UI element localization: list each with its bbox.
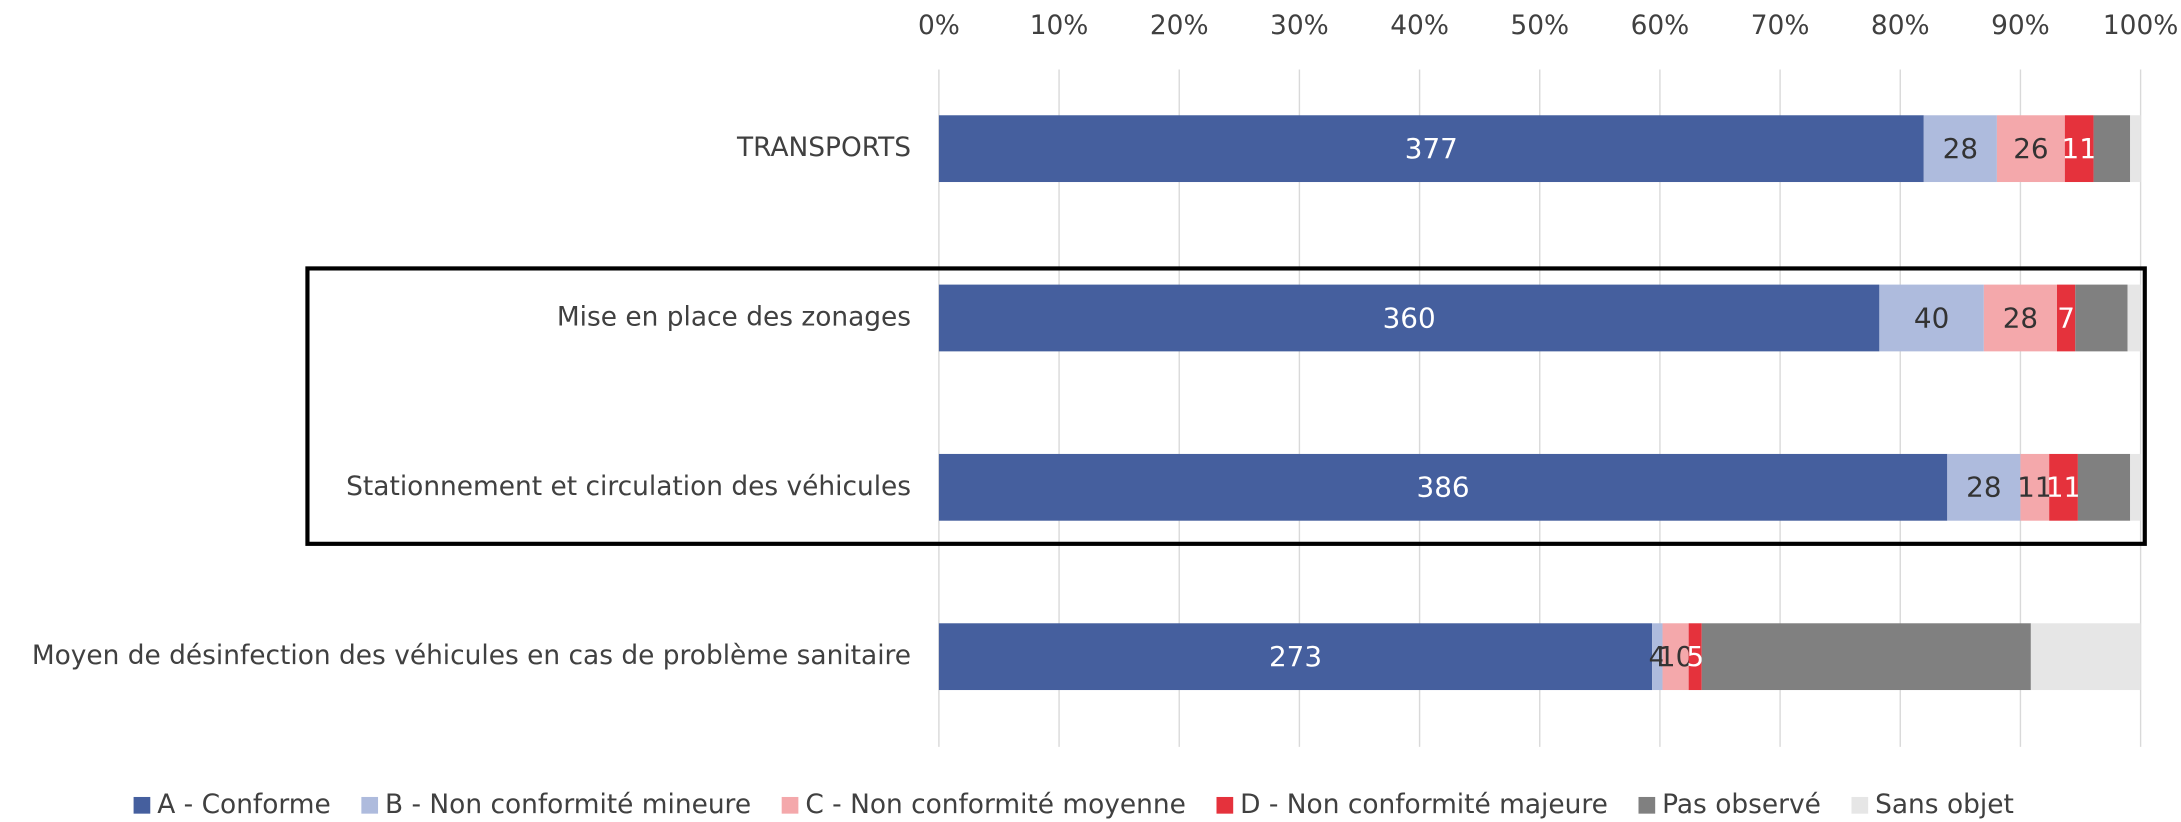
data-label: 10	[1658, 640, 1693, 673]
x-tick-label: 30%	[1270, 10, 1329, 41]
legend: A - Conforme B - Non conformité mineure C …	[133, 789, 2014, 820]
legend-swatch	[361, 796, 379, 814]
bar-segment	[2130, 453, 2141, 521]
highlight-box	[305, 266, 2147, 546]
bar-segment	[1688, 623, 1702, 691]
x-tick-label: 50%	[1510, 10, 1569, 41]
legend-swatch	[133, 796, 151, 814]
x-tick-label: 80%	[1871, 10, 1930, 41]
x-tick-label: 100%	[2103, 10, 2179, 41]
legend-label: D - Non conformité majeure	[1240, 789, 1608, 820]
bar-segment	[1662, 623, 1689, 691]
bar-segment	[1923, 115, 1997, 183]
legend-label: B - Non conformité mineure	[385, 789, 751, 820]
bar-segment	[1701, 623, 2031, 691]
x-tick-label: 60%	[1631, 10, 1690, 41]
bar-segment	[938, 453, 1948, 521]
bar-segment	[1996, 115, 2065, 183]
x-tick-label: 40%	[1390, 10, 1449, 41]
legend-swatch	[1851, 796, 1869, 814]
legend-label: Sans objet	[1875, 789, 2014, 820]
legend-swatch	[781, 796, 799, 814]
data-label: 40	[1914, 301, 1949, 334]
data-label: 28	[1943, 132, 1978, 165]
y-tick-label: TRANSPORTS	[736, 132, 911, 163]
data-label: 386	[1417, 471, 1470, 504]
data-label: 7	[2057, 301, 2075, 334]
data-label: 377	[1405, 132, 1458, 165]
data-label: 26	[2013, 132, 2048, 165]
x-tick-label: 20%	[1150, 10, 1209, 41]
x-tick-label: 10%	[1030, 10, 1089, 41]
bar-segment	[2064, 115, 2094, 183]
data-label: 11	[2062, 132, 2097, 165]
y-tick-label: Moyen de désinfection des véhicules en c…	[32, 640, 911, 671]
bar-segment	[2020, 453, 2050, 521]
bar-segment	[2057, 284, 2076, 352]
bars: TRANSPORTS 377 28 26 11 Mise en place des zon…	[32, 115, 2141, 691]
legend-swatch	[1216, 796, 1234, 814]
data-label: 360	[1383, 301, 1436, 334]
bar-segment	[2077, 453, 2131, 521]
bar-segment	[2127, 284, 2141, 352]
x-tick-label: 0%	[918, 10, 960, 41]
data-label: 28	[1966, 471, 2001, 504]
legend-swatch	[1638, 796, 1656, 814]
bar-segment	[2030, 623, 2141, 691]
bar-segment	[938, 284, 1880, 352]
bar-segment	[1983, 284, 2058, 352]
y-tick-label: Mise en place des zonages	[557, 301, 911, 332]
bar-segment	[1879, 284, 1984, 352]
data-label: 28	[2003, 301, 2038, 334]
data-label: 11	[2046, 471, 2081, 504]
bar-segment	[2130, 115, 2141, 183]
bar-segment	[2049, 453, 2078, 521]
y-tick-label: Stationnement et circulation des véhicul…	[346, 471, 911, 502]
x-tick-label: 90%	[1991, 10, 2050, 41]
bar-segment	[1652, 623, 1663, 691]
bar-segment	[1947, 453, 2021, 521]
bar-segment	[2075, 284, 2128, 352]
x-tick-label: 70%	[1751, 10, 1810, 41]
bar-segment	[2093, 115, 2131, 183]
bar-segment	[938, 623, 1653, 691]
legend-label: Pas observé	[1662, 789, 1821, 820]
bar-segment	[938, 115, 1924, 183]
data-label: 11	[2017, 471, 2052, 504]
legend-label: A - Conforme	[157, 789, 331, 820]
data-label: 273	[1269, 640, 1322, 673]
data-label: 4	[1648, 640, 1666, 673]
data-label: 5	[1686, 640, 1704, 673]
legend-label: C - Non conformité moyenne	[805, 789, 1186, 820]
